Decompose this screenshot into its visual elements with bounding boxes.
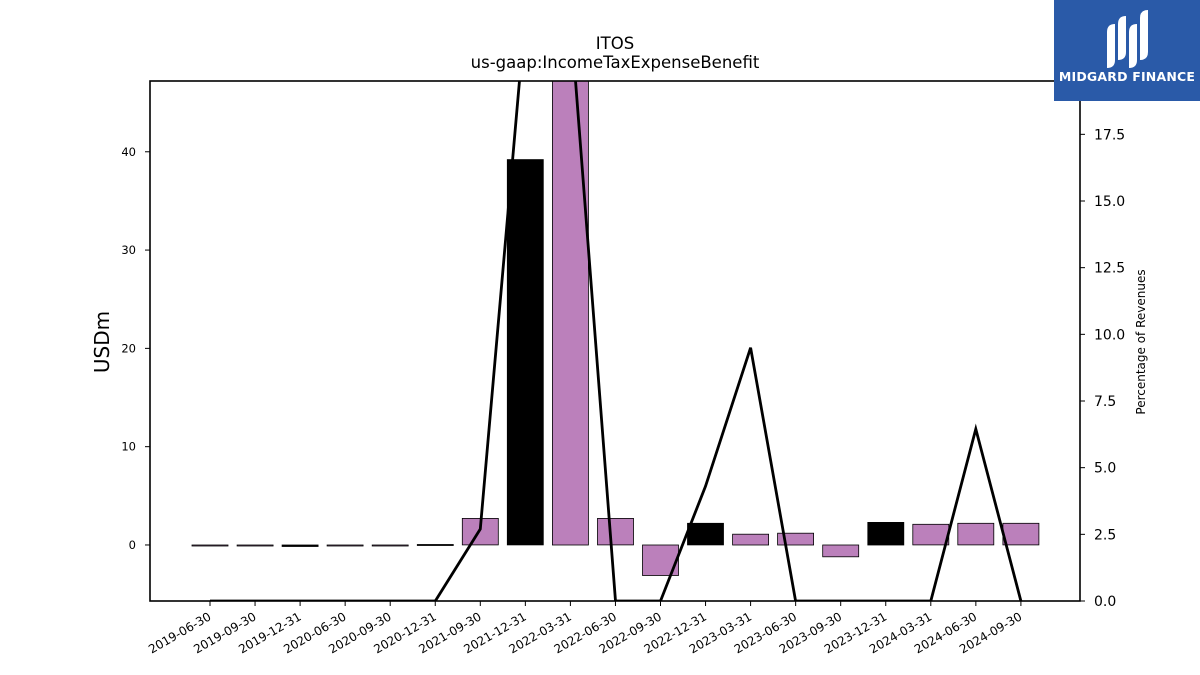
y2-tick-label: 17.5 bbox=[1094, 127, 1125, 143]
bar-2022-06-30 bbox=[597, 518, 634, 546]
bar-2020-09-30 bbox=[371, 544, 409, 547]
chart-title: ITOS bbox=[596, 34, 634, 53]
bar-2024-06-30 bbox=[957, 522, 995, 546]
revenue-percentage-line bbox=[210, 81, 1023, 601]
right-axis-ticks: 0.0 2.5 5.0 7.5 10.0 12.5 15.0 17.5 bbox=[1080, 127, 1125, 610]
x-axis-ticks: 2019-06-302019-09-302019-12-312020-06-30… bbox=[146, 601, 1024, 656]
bar-2021-12-31 bbox=[506, 159, 544, 546]
bar-2022-03-31 bbox=[552, 81, 589, 546]
bar-2023-03-31 bbox=[732, 533, 769, 546]
y-tick-label: 10 bbox=[121, 440, 136, 454]
y2-tick-label: 2.5 bbox=[1094, 527, 1116, 543]
bar-2020-12-31 bbox=[416, 544, 454, 546]
bar-2019-06-30 bbox=[191, 544, 229, 547]
y-axis-label: USDm bbox=[90, 311, 114, 373]
y-tick-label: 30 bbox=[121, 243, 136, 257]
y2-tick-label: 5.0 bbox=[1094, 461, 1116, 477]
y-tick-label: 0 bbox=[129, 538, 136, 552]
brand-logo: MIDGARD FINANCE bbox=[1054, 0, 1200, 101]
y2-axis-label: Percentage of Revenues bbox=[1134, 269, 1148, 414]
bar-2023-06-30 bbox=[777, 532, 814, 546]
y2-tick-label: 15.0 bbox=[1094, 194, 1125, 210]
revenue-percentage-polyline bbox=[210, 81, 1023, 601]
left-axis-ticks: 0 10 20 30 40 bbox=[121, 145, 150, 552]
y2-tick-label: 0.0 bbox=[1094, 594, 1116, 610]
y-tick-label: 20 bbox=[121, 341, 136, 355]
midgard-logo-icon bbox=[1107, 10, 1148, 68]
bar-2024-09-30 bbox=[1002, 522, 1040, 546]
bar-2020-06-30 bbox=[326, 544, 364, 547]
chart-subtitle: us-gaap:IncomeTaxExpenseBenefit bbox=[471, 53, 760, 72]
brand-name: MIDGARD FINANCE bbox=[1058, 69, 1196, 84]
bar-2019-09-30 bbox=[236, 544, 274, 547]
bar-2023-09-30 bbox=[822, 544, 860, 558]
bars bbox=[191, 81, 1040, 576]
y2-tick-label: 12.5 bbox=[1094, 261, 1125, 277]
y2-tick-label: 10.0 bbox=[1094, 327, 1125, 343]
bar-2024-03-31 bbox=[912, 523, 950, 546]
bar-2022-12-31 bbox=[687, 522, 724, 546]
bar-2019-12-31 bbox=[281, 544, 319, 547]
bar-2023-12-31 bbox=[867, 522, 905, 546]
y2-tick-label: 7.5 bbox=[1094, 394, 1116, 410]
y-tick-label: 40 bbox=[121, 145, 136, 159]
